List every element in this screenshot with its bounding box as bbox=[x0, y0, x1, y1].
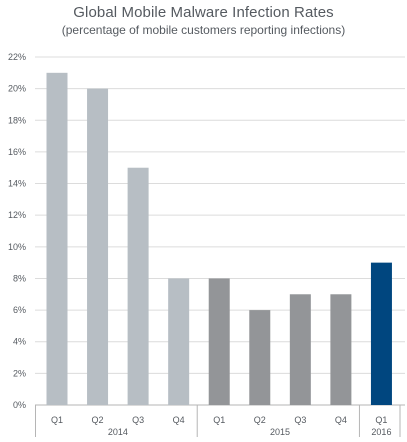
bar bbox=[127, 167, 149, 405]
y-tick-label: 22% bbox=[8, 52, 26, 62]
bar bbox=[168, 278, 190, 405]
chart-title: Global Mobile Malware Infection Rates bbox=[73, 4, 334, 21]
x-tick-label: Q1 bbox=[375, 415, 387, 425]
x-tick-label: Q4 bbox=[173, 415, 185, 425]
bar bbox=[289, 294, 311, 405]
y-tick-label: 4% bbox=[13, 337, 26, 347]
chart-subtitle: (percentage of mobile customers reportin… bbox=[61, 23, 346, 37]
y-tick-label: 16% bbox=[8, 147, 26, 157]
x-tick-label: Q2 bbox=[254, 415, 266, 425]
y-tick-label: 20% bbox=[8, 84, 26, 94]
x-tick-label: Q2 bbox=[92, 415, 104, 425]
x-tick-label: Q4 bbox=[335, 415, 347, 425]
y-tick-label: 18% bbox=[8, 115, 26, 125]
bar bbox=[370, 262, 392, 405]
x-tick-label: Q1 bbox=[213, 415, 225, 425]
y-tick-label: 8% bbox=[13, 273, 26, 283]
bar bbox=[208, 278, 230, 405]
bar bbox=[330, 294, 352, 405]
y-tick-label: 0% bbox=[13, 400, 26, 410]
x-tick-label: Q3 bbox=[294, 415, 306, 425]
y-tick-label: 10% bbox=[8, 242, 26, 252]
bar bbox=[46, 72, 68, 406]
x-tick-label: Q1 bbox=[51, 415, 63, 425]
y-tick-label: 6% bbox=[13, 305, 26, 315]
group-label: 2014 bbox=[108, 427, 128, 437]
group-label: 2016 bbox=[371, 427, 391, 437]
bar bbox=[87, 88, 109, 406]
y-tick-label: 2% bbox=[13, 368, 26, 378]
y-tick-label: 14% bbox=[8, 179, 26, 189]
bar bbox=[249, 310, 271, 405]
group-label: 2015 bbox=[270, 427, 290, 437]
x-tick-label: Q3 bbox=[132, 415, 144, 425]
y-tick-label: 12% bbox=[8, 210, 26, 220]
